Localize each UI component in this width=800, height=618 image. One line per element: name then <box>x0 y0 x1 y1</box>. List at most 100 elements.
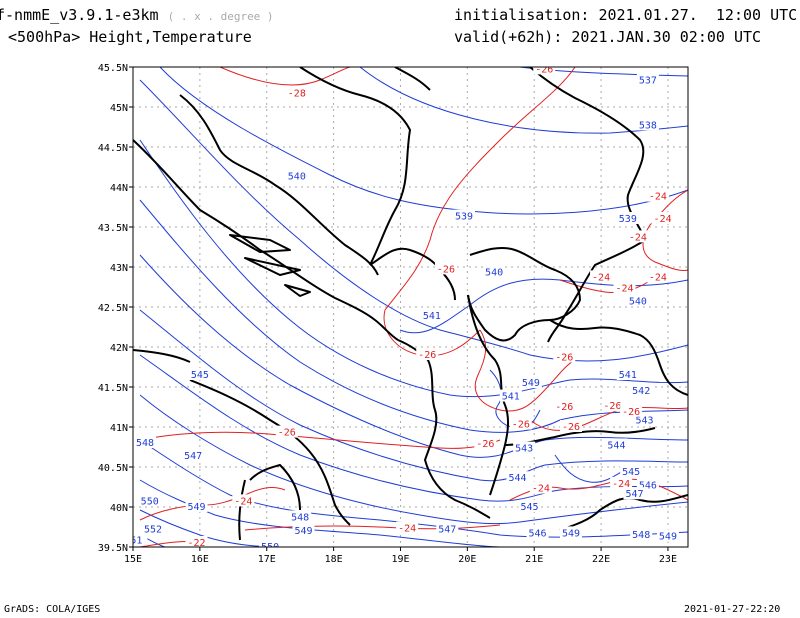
temperature-contour-label: -26 <box>278 428 296 439</box>
temperature-contour-label: -26 <box>622 407 640 418</box>
height-contour-label: 546 <box>639 480 657 491</box>
height-contour-label: 541 <box>502 392 520 403</box>
temperature-contour-label-bg <box>610 476 633 489</box>
map-grid <box>132 66 688 548</box>
units-label: ( . x . degree ) <box>167 10 274 23</box>
valid-time: valid(+62h): 2021.JAN.30 02:00 UTC <box>454 28 762 46</box>
height-contour-label-bg <box>506 471 529 484</box>
height-contour-label: 540 <box>485 268 503 279</box>
height-contour-label-bg <box>292 524 315 536</box>
height-contour-label: 549 <box>562 528 580 539</box>
temperature-labels: -26-28-24-24-24-26-24 -24-24-26 -26-26 -26-… <box>185 67 674 549</box>
height-contour-546 <box>139 354 688 502</box>
height-contour-label-bg <box>636 118 659 131</box>
model-name: f-nmmE_v3.9.1-e3km <box>0 6 159 24</box>
border-macedonia-bulgaria <box>549 319 688 396</box>
height-contour-label-bg <box>142 522 165 535</box>
country-borders <box>133 67 688 541</box>
lon-tick-label: 18E <box>325 554 343 565</box>
temperature-contour-label-bg <box>285 86 308 99</box>
height-contour-542 <box>139 139 688 398</box>
height-contour-label-bg <box>259 540 282 547</box>
lat-tick-label: 39.5N <box>98 543 128 554</box>
temp-contour-26c <box>474 329 576 412</box>
coast-greece <box>559 494 688 531</box>
height-contour-label-bg <box>452 209 475 222</box>
border-albania <box>397 339 491 519</box>
temperature-contour-label: -24 <box>649 192 667 203</box>
height-contour-label: 539 <box>455 212 473 223</box>
height-contour-label-bg <box>513 441 536 454</box>
height-contour-label: 552 <box>144 524 162 535</box>
coast-italy <box>133 349 351 541</box>
height-contour-label-bg <box>620 464 643 477</box>
height-contour-label-bg <box>134 436 157 448</box>
temp-contour-26d <box>529 406 688 431</box>
temp-contour-26b <box>139 431 501 449</box>
border-serbia-hungary <box>394 67 431 91</box>
border-serbia-romania <box>529 67 646 241</box>
temperature-contour-label-bg <box>396 521 419 534</box>
height-contour-label-bg <box>518 500 541 512</box>
border-kosovo <box>467 246 581 342</box>
coastline-croatia-islands <box>229 234 311 297</box>
height-contour-label: 537 <box>639 76 657 87</box>
lon-tick-label: 19E <box>391 554 409 565</box>
height-contour-543 <box>139 199 688 433</box>
init-time: initialisation: 2021.01.27. 12:00 UTC <box>454 6 798 24</box>
temperature-contour-label-bg <box>590 270 613 283</box>
height-contour-label: 542 <box>632 386 650 397</box>
border-croatia-bosnia <box>179 94 379 276</box>
height-contour-label: 550 <box>141 496 159 507</box>
height-contours <box>139 67 688 547</box>
lon-tick-label: 17E <box>258 554 276 565</box>
temperature-contour-label: -22 <box>187 538 205 549</box>
temperature-contour-label: -24 <box>629 232 647 243</box>
height-contour-label-bg <box>188 368 211 380</box>
lat-tick-label: 43N <box>110 263 128 274</box>
height-contour-label-bg <box>605 438 628 451</box>
temperature-contour-label: -28 <box>288 88 306 99</box>
temperature-contour-label-bg <box>646 189 669 202</box>
variable-title: <500hPa> Height,Temperature <box>8 28 252 46</box>
temperature-contour-label: -26 <box>437 264 455 275</box>
temperature-contour-label-bg <box>626 230 649 243</box>
temperature-contour-label: -24 <box>532 484 550 495</box>
lat-tick-label: 44N <box>110 183 128 194</box>
height-contour-label: 540 <box>288 172 306 183</box>
temp-contour-26a <box>383 67 576 357</box>
border-serbia-bulgaria <box>547 239 646 343</box>
height-contour-label-bg <box>656 529 679 542</box>
height-contour-label-bg <box>630 528 653 540</box>
temp-contour-28 <box>219 67 351 86</box>
height-contour-label: 549 <box>187 502 205 513</box>
height-contour-label: 549 <box>294 526 312 537</box>
temperature-contour-label-bg <box>533 67 556 75</box>
height-contour-label: 549 <box>659 532 677 543</box>
height-contour-label-bg <box>623 487 646 500</box>
height-contour-label-bg <box>185 500 208 512</box>
height-contour-label: 541 <box>423 311 441 322</box>
height-contour-label: 548 <box>632 530 650 541</box>
temperature-contour-label: -26 <box>418 350 436 361</box>
height-contour-label-bg <box>626 294 649 307</box>
footer-left: GrADS: COLA/IGES <box>4 604 101 615</box>
lat-tick-label: 42N <box>110 343 128 354</box>
temp-contour-24b <box>559 279 649 293</box>
height-contour-label: 547 <box>184 451 202 462</box>
height-contour-label: 545 <box>622 467 640 478</box>
temperature-contour-label-bg <box>553 350 576 363</box>
height-contour-label-bg <box>182 448 205 461</box>
height-contour-label-bg <box>138 494 161 507</box>
temperature-contour-label: -24 <box>615 284 633 295</box>
height-contour-label: 546 <box>529 528 547 539</box>
temperature-contour-label: -26 <box>562 422 580 433</box>
temperature-contour-label: -24 <box>592 272 610 283</box>
temperature-contour-label: -26 <box>476 439 494 450</box>
lon-tick-label: 16E <box>191 554 209 565</box>
height-contour-label: 547 <box>625 489 643 500</box>
temperature-contour-label-bg <box>509 417 532 430</box>
height-contour-label-bg <box>630 384 653 396</box>
temperature-contour-label: -26 <box>512 420 530 431</box>
